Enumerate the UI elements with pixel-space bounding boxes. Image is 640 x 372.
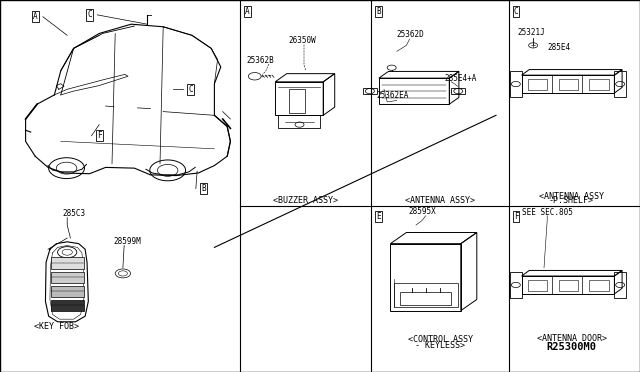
Text: A: A [245, 7, 250, 16]
Text: 285E4: 285E4 [547, 43, 570, 52]
Text: C: C [188, 85, 193, 94]
Bar [51, 257, 84, 269]
Text: 25362B: 25362B [246, 56, 274, 65]
Bar [614, 272, 626, 298]
Bar [289, 89, 305, 113]
Text: 285E4+A: 285E4+A [445, 74, 477, 83]
Bar [390, 244, 461, 311]
Text: B: B [201, 184, 206, 193]
Bar [522, 75, 614, 93]
Text: SEE SEC.805: SEE SEC.805 [522, 208, 572, 217]
Text: E: E [376, 212, 381, 221]
Text: A: A [33, 12, 38, 21]
Bar [400, 292, 451, 305]
Bar [278, 115, 320, 128]
Text: 25362D: 25362D [397, 30, 424, 39]
Text: <KEY FOB>: <KEY FOB> [34, 322, 79, 331]
Text: C: C [514, 7, 518, 16]
Text: 25362EA: 25362EA [376, 92, 409, 100]
Bar [589, 280, 609, 291]
Bar [51, 272, 84, 283]
Bar [51, 286, 84, 297]
Text: C: C [87, 10, 92, 19]
Text: 285C3: 285C3 [63, 209, 86, 218]
Bar [451, 89, 465, 94]
Text: -P.SHELF>: -P.SHELF> [549, 196, 594, 205]
Text: F: F [514, 212, 518, 221]
Text: 28595X: 28595X [408, 207, 436, 216]
Bar [589, 79, 609, 90]
Bar [379, 78, 449, 104]
Bar [510, 272, 522, 298]
Text: R25300M0: R25300M0 [547, 341, 596, 352]
Text: B: B [376, 7, 381, 16]
Bar [614, 71, 626, 97]
Bar [559, 79, 578, 90]
Text: <BUZZER ASSY>: <BUZZER ASSY> [273, 196, 339, 205]
Bar [363, 89, 377, 94]
Bar [51, 300, 84, 311]
Text: <ANTENNA ASSY: <ANTENNA ASSY [539, 192, 604, 201]
Bar [528, 79, 547, 90]
Text: <CONTROL ASSY: <CONTROL ASSY [408, 335, 473, 344]
Bar [510, 71, 522, 97]
Bar [522, 276, 614, 294]
Text: 26350W: 26350W [288, 36, 316, 45]
Bar [528, 280, 547, 291]
Text: F: F [97, 131, 102, 140]
Bar [559, 280, 578, 291]
Bar [275, 82, 323, 115]
Bar [394, 283, 458, 307]
Text: <ANTENNA DOOR>: <ANTENNA DOOR> [536, 334, 607, 343]
Text: - KEYLESS>: - KEYLESS> [415, 341, 465, 350]
Text: 25321J: 25321J [517, 28, 545, 37]
Text: 28599M: 28599M [114, 237, 141, 246]
Text: <ANTENNA ASSY>: <ANTENNA ASSY> [405, 196, 476, 205]
